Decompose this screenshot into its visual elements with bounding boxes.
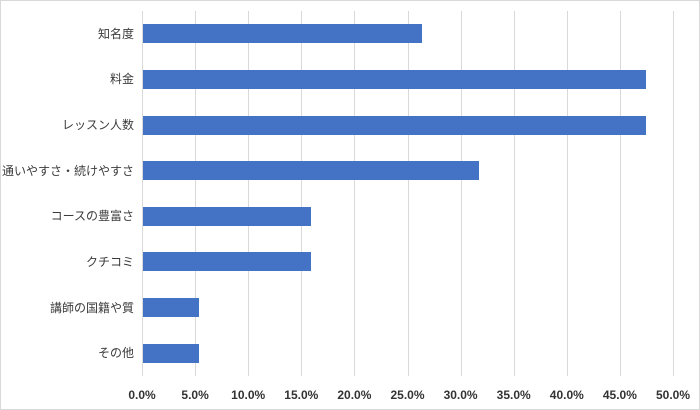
gridline: [142, 11, 143, 376]
gridline: [301, 11, 303, 376]
x-tick-label-1: 5.0%: [181, 388, 209, 402]
category-label-4: コースの豊富さ: [50, 209, 134, 224]
x-tick-label-3: 15.0%: [284, 388, 319, 402]
x-tick-label-4: 20.0%: [337, 388, 372, 402]
bar-5: [143, 252, 311, 272]
bar-4: [143, 206, 311, 226]
gridline: [248, 11, 250, 376]
plot-area: [142, 11, 674, 376]
bar-3: [143, 161, 479, 181]
category-label-5: クチコミ: [85, 254, 134, 269]
category-label-3: 通いやすさ・続けやすさ: [1, 163, 134, 178]
x-tick-label-6: 30.0%: [443, 388, 478, 402]
bar-7: [143, 343, 200, 363]
x-tick-label-10: 50.0%: [655, 388, 691, 402]
x-tick-label-5: 25.0%: [390, 388, 425, 402]
gridline: [619, 11, 621, 376]
bar-0: [143, 24, 423, 44]
category-label-2: レッスン人数: [61, 118, 134, 133]
gridline: [566, 11, 568, 376]
category-label-1: 料金: [109, 72, 134, 87]
category-label-6: 講師の国籍や質: [49, 300, 134, 315]
gridline: [673, 11, 674, 376]
x-tick-label-9: 45.0%: [602, 388, 637, 402]
x-tick-label-0: 0.0%: [128, 388, 156, 402]
x-tick-label-2: 10.0%: [231, 388, 266, 402]
gridline: [195, 11, 197, 376]
bar-1: [143, 69, 647, 89]
x-tick-label-8: 40.0%: [549, 388, 584, 402]
bar-2: [143, 115, 647, 135]
gridline: [407, 11, 409, 376]
gridline: [354, 11, 356, 376]
category-label-0: 知名度: [97, 26, 134, 41]
gridline: [460, 11, 462, 376]
bar-6: [143, 298, 200, 318]
gridline: [513, 11, 515, 376]
category-label-7: その他: [97, 346, 134, 361]
x-tick-label-7: 35.0%: [496, 388, 531, 402]
